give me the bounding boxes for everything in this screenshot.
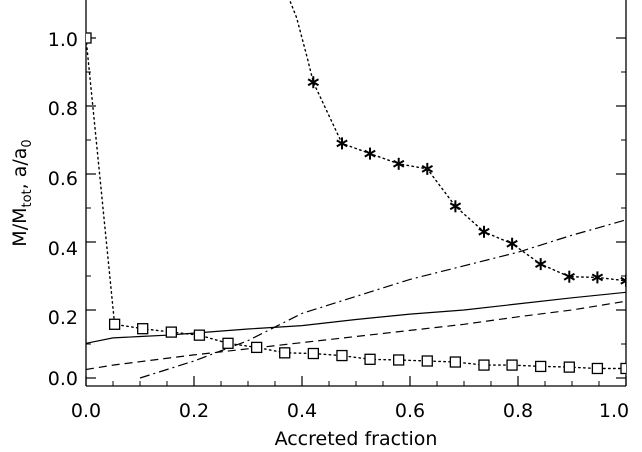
asterisk-stroke <box>307 78 319 87</box>
series-line <box>86 300 626 371</box>
y-axis-title-sep: , a/a <box>9 148 31 190</box>
y-axis-title-m: M/M <box>9 208 31 247</box>
asterisk-stroke <box>364 149 376 158</box>
series-line <box>86 291 626 344</box>
ticks <box>85 37 627 386</box>
y-axis-title-m-sub: tot <box>20 189 35 207</box>
square-marker <box>563 361 575 373</box>
x-tick-label: 1.0 <box>599 400 629 422</box>
square-marker <box>591 362 604 375</box>
x-tick-label: 0.0 <box>71 400 101 422</box>
y-tick-label: 0.4 <box>48 238 78 260</box>
asterisk-marker <box>421 162 433 175</box>
asterisk-marker <box>364 147 376 160</box>
y-tick-label: 0.2 <box>48 307 78 329</box>
square-marker <box>478 359 490 371</box>
square-marker <box>393 354 405 366</box>
square-marker <box>222 337 234 349</box>
y-tick-label: 0.0 <box>48 368 78 390</box>
asterisk-marker <box>591 271 604 284</box>
series-5 <box>288 0 626 287</box>
asterisk-marker <box>449 200 462 213</box>
square-marker <box>535 360 547 373</box>
asterisk-stroke <box>336 139 348 148</box>
series-line <box>139 219 626 379</box>
y-tick-labels: 0.0 0.2 0.4 0.6 0.8 1.0 <box>48 29 78 390</box>
y-tick-label: 0.6 <box>48 168 78 190</box>
series-4 <box>86 32 626 375</box>
square-marker <box>421 355 433 367</box>
square-marker <box>620 362 626 375</box>
square-marker <box>137 323 149 335</box>
square-marker <box>449 356 462 368</box>
x-tick-label: 0.4 <box>287 400 317 422</box>
asterisk-marker <box>393 157 405 170</box>
x-tick-labels: 0.0 0.2 0.4 0.6 0.8 1.0 <box>71 400 629 422</box>
y-tick-label: 1.0 <box>48 29 78 51</box>
y-tick-label: 0.8 <box>48 98 78 120</box>
asterisk-stroke <box>393 159 405 168</box>
square-marker <box>165 326 177 338</box>
square-marker <box>364 353 376 365</box>
square-marker <box>279 347 291 359</box>
asterisk-stroke <box>591 273 604 282</box>
asterisk-stroke <box>535 260 547 268</box>
asterisk-marker <box>307 76 319 89</box>
series-line <box>288 0 626 282</box>
asterisk-stroke <box>449 202 462 211</box>
asterisk-stroke <box>563 272 575 281</box>
square-marker <box>506 359 518 371</box>
square-marker <box>307 347 319 360</box>
series-1 <box>86 291 626 344</box>
y-axis-title: M/Mtot, a/a0 <box>9 139 35 246</box>
asterisk-stroke <box>421 165 433 173</box>
x-tick-label: 0.2 <box>179 400 209 422</box>
asterisk-marker <box>535 258 547 271</box>
asterisk-marker <box>478 225 490 238</box>
series-2 <box>86 300 626 371</box>
asterisk-marker <box>336 137 348 150</box>
asterisk-stroke <box>506 239 518 248</box>
asterisk-marker <box>563 270 575 283</box>
asterisk-stroke <box>620 276 626 282</box>
square-marker <box>336 349 348 362</box>
x-axis-title: Accreted fraction <box>275 428 438 450</box>
series-layer <box>86 0 626 379</box>
series-3 <box>139 219 626 379</box>
square-marker <box>193 329 206 341</box>
square-marker <box>86 32 92 44</box>
square-marker <box>108 318 121 330</box>
asterisk-stroke <box>478 227 490 236</box>
asterisk-marker <box>506 237 518 250</box>
x-tick-label: 0.8 <box>503 400 533 422</box>
square-marker <box>250 341 263 354</box>
asterisk-marker <box>620 274 626 287</box>
y-axis-title-a-sub: 0 <box>20 139 35 147</box>
asterisk-stroke <box>620 279 626 285</box>
x-tick-label: 0.6 <box>395 400 425 422</box>
